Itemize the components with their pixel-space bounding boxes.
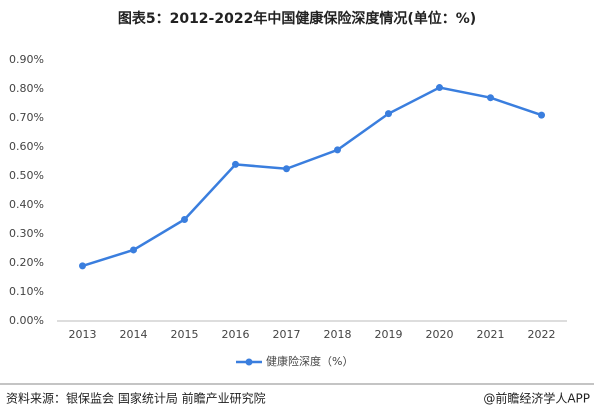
y-tick-label: 0.10%: [9, 285, 44, 298]
x-tick-label: 2015: [171, 328, 199, 341]
x-tick-label: 2017: [273, 328, 301, 341]
data-point: [283, 165, 290, 173]
y-tick-label: 0.40%: [9, 198, 44, 211]
data-point: [385, 110, 392, 118]
credit: @前瞻经济学人APP: [483, 391, 590, 406]
y-tick-label: 0.50%: [9, 169, 44, 182]
data-point: [436, 84, 443, 92]
legend-label: 健康险深度（%）: [266, 354, 353, 368]
x-tick-label: 2016: [222, 328, 250, 341]
x-tick-label: 2021: [477, 328, 505, 341]
data-point: [79, 262, 86, 270]
y-tick-label: 0.00%: [9, 314, 44, 327]
chart-title: 图表5：2012-2022年中国健康保险深度情况(单位：%): [118, 10, 476, 27]
y-tick-label: 0.80%: [9, 82, 44, 95]
series-line: [82, 86, 542, 268]
x-tick-label: 2018: [324, 328, 352, 341]
x-tick-label: 2013: [69, 328, 97, 341]
y-tick-label: 0.70%: [9, 111, 44, 124]
y-tick-label: 0.30%: [9, 227, 44, 240]
x-tick-label: 2019: [375, 328, 403, 341]
y-tick-label: 0.90%: [9, 53, 44, 66]
data-point: [232, 160, 239, 168]
x-tick-label: 2014: [120, 328, 148, 341]
legend-marker: [245, 358, 253, 366]
x-tick-label: 2022: [528, 328, 556, 341]
data-point: [538, 111, 545, 119]
data-point: [487, 94, 494, 102]
source: 资料来源：银保监会 国家统计局 前瞻产业研究院: [6, 391, 266, 406]
data-point: [181, 216, 188, 223]
x-tick-label: 2020: [426, 328, 454, 341]
data-point: [334, 146, 341, 154]
y-tick-label: 0.60%: [9, 140, 44, 153]
data-point: [130, 246, 137, 254]
y-tick-label: 0.20%: [9, 256, 44, 269]
